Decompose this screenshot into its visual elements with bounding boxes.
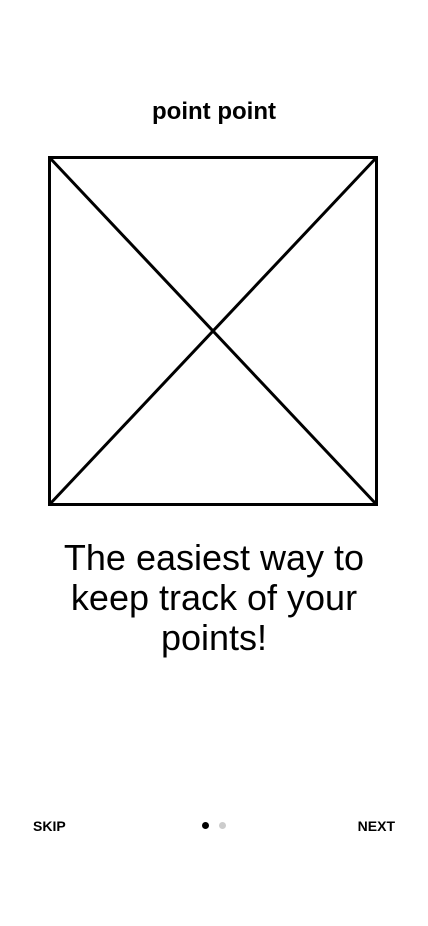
onboarding-footer: SKIP NEXT [0, 810, 428, 842]
image-placeholder-icon [48, 156, 378, 506]
onboarding-tagline: The easiest way to keep track of your po… [63, 537, 365, 658]
app-title: point point [152, 98, 276, 125]
next-button[interactable]: NEXT [358, 810, 395, 842]
skip-button[interactable]: SKIP [33, 810, 66, 842]
page-indicator [202, 822, 226, 830]
page-dot-2[interactable] [219, 822, 226, 829]
page-dot-1[interactable] [202, 822, 209, 829]
